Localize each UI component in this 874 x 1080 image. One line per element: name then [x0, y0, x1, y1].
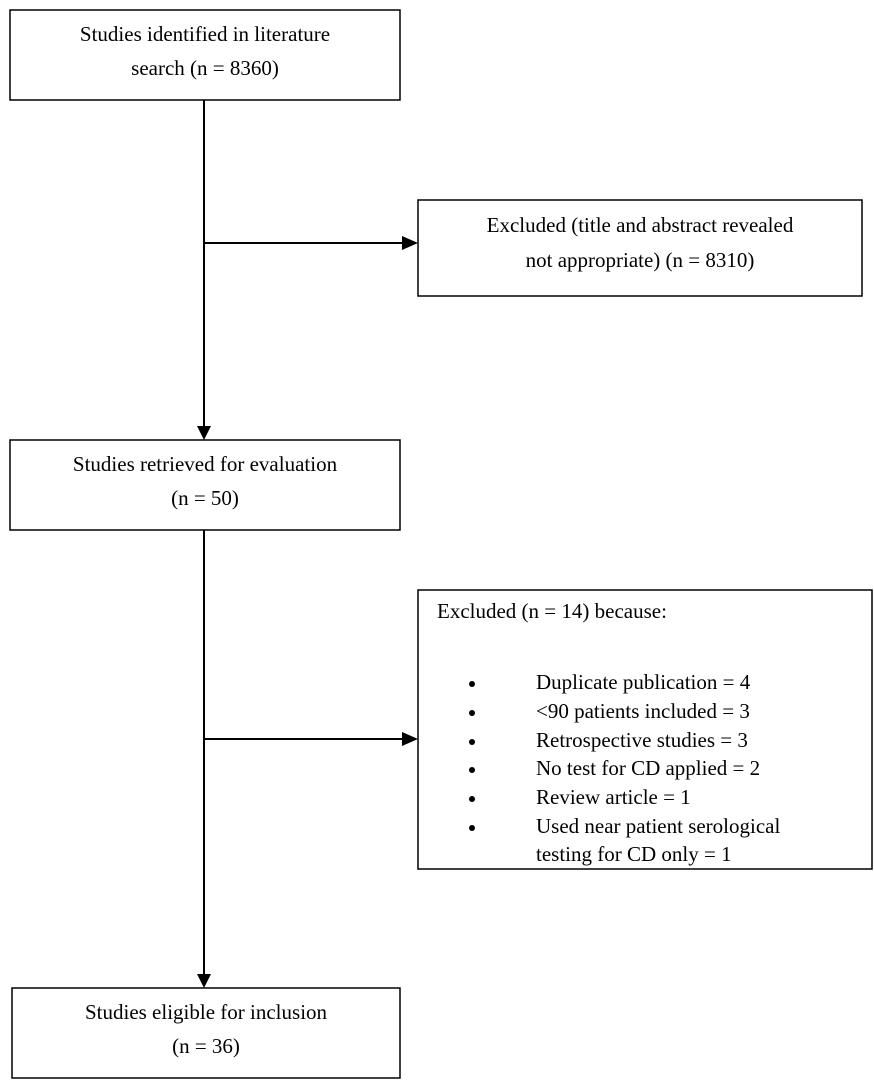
node-text: Studies identified in literature — [80, 22, 330, 46]
bullet — [469, 681, 475, 687]
list-item: No test for CD applied = 2 — [536, 756, 760, 780]
bullet — [469, 825, 475, 831]
node-text: (n = 36) — [172, 1034, 240, 1058]
list-item: <90 patients included = 3 — [536, 699, 750, 723]
arrow-head — [197, 974, 211, 988]
node-heading: Excluded (n = 14) because: — [437, 599, 667, 623]
node-box — [11, 987, 401, 1079]
list-item: Duplicate publication = 4 — [536, 670, 751, 694]
node-box — [417, 589, 873, 870]
node-text: Excluded (title and abstract revealed — [487, 213, 794, 237]
bullet — [469, 767, 475, 773]
arrow-head — [402, 236, 418, 250]
bullet — [469, 796, 475, 802]
list-item: Review article = 1 — [536, 785, 691, 809]
bullet — [469, 739, 475, 745]
arrow-head — [197, 426, 211, 440]
list-item: testing for CD only = 1 — [536, 842, 732, 866]
node-text: Studies eligible for inclusion — [85, 1000, 328, 1024]
list-item: Retrospective studies = 3 — [536, 728, 748, 752]
node-text: not appropriate) (n = 8310) — [526, 248, 755, 272]
node-box — [9, 439, 401, 531]
bullet-list: Duplicate publication = 4 <90 patients i… — [469, 670, 780, 866]
arrow-head — [402, 732, 418, 746]
list-item: Used near patient serological — [536, 814, 780, 838]
node-text: Studies retrieved for evaluation — [73, 452, 338, 476]
bullet — [469, 710, 475, 716]
node-text: (n = 50) — [171, 486, 239, 510]
node-text: search (n = 8360) — [131, 56, 279, 80]
node-box — [417, 199, 863, 297]
node-box — [9, 9, 401, 101]
